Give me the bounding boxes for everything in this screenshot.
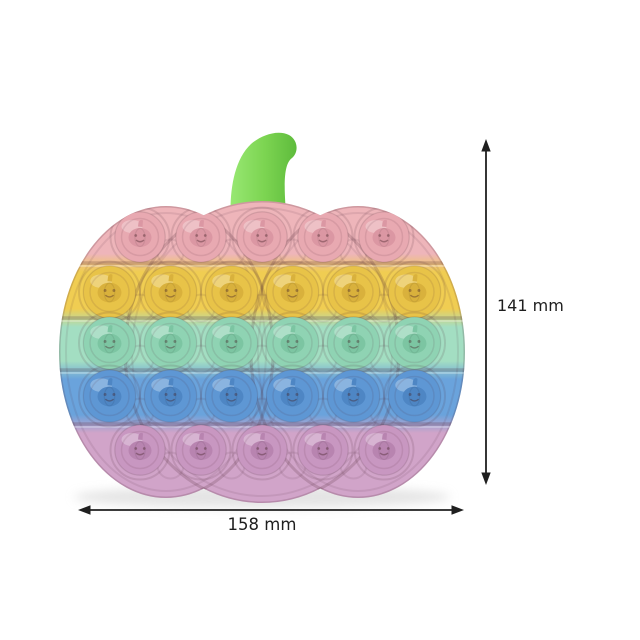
bubble-row-lavender	[109, 419, 415, 481]
jack-o-lantern-emboss-icon	[402, 274, 427, 303]
jack-o-lantern-emboss-icon	[97, 325, 122, 354]
jack-o-lantern-emboss-icon	[311, 432, 335, 461]
jack-o-lantern-emboss-icon	[219, 274, 244, 303]
width-dimension-label: 158 mm	[227, 515, 297, 534]
height-dimension-arrow	[481, 139, 491, 485]
jack-o-lantern-emboss-icon	[189, 432, 213, 461]
height-dimension-label: 141 mm	[497, 296, 564, 315]
jack-o-lantern-emboss-icon	[250, 432, 274, 461]
jack-o-lantern-emboss-icon	[97, 274, 122, 303]
bubble-row-pink	[109, 206, 415, 268]
jack-o-lantern-emboss-icon	[158, 378, 183, 407]
jack-o-lantern-emboss-icon	[372, 219, 396, 248]
jack-o-lantern-emboss-icon	[372, 432, 396, 461]
width-arrow-head-left-icon	[78, 505, 91, 515]
jack-o-lantern-emboss-icon	[341, 378, 366, 407]
jack-o-lantern-emboss-icon	[250, 219, 274, 248]
jack-o-lantern-emboss-icon	[402, 325, 427, 354]
jack-o-lantern-emboss-icon	[341, 274, 366, 303]
jack-o-lantern-emboss-icon	[280, 274, 305, 303]
jack-o-lantern-emboss-icon	[280, 325, 305, 354]
width-arrow-head-right-icon	[451, 505, 464, 515]
pumpkin-body	[59, 201, 465, 503]
jack-o-lantern-emboss-icon	[280, 378, 305, 407]
jack-o-lantern-emboss-icon	[97, 378, 122, 407]
jack-o-lantern-emboss-icon	[341, 325, 366, 354]
height-arrow-head-top-icon	[481, 139, 491, 152]
bubble-row-mint	[78, 311, 446, 375]
jack-o-lantern-emboss-icon	[128, 219, 152, 248]
height-arrow-head-bottom-icon	[481, 472, 491, 485]
jack-o-lantern-emboss-icon	[128, 432, 152, 461]
jack-o-lantern-emboss-icon	[189, 219, 213, 248]
pumpkin-stem	[230, 132, 297, 224]
jack-o-lantern-emboss-icon	[158, 274, 183, 303]
pumpkin-toy	[59, 132, 465, 508]
bubble-row-blue	[78, 364, 446, 428]
jack-o-lantern-emboss-icon	[311, 219, 335, 248]
jack-o-lantern-emboss-icon	[158, 325, 183, 354]
bubble-row-yellow	[78, 260, 446, 324]
jack-o-lantern-emboss-icon	[219, 325, 244, 354]
jack-o-lantern-emboss-icon	[402, 378, 427, 407]
jack-o-lantern-emboss-icon	[219, 378, 244, 407]
width-dimension-arrow	[78, 505, 464, 515]
